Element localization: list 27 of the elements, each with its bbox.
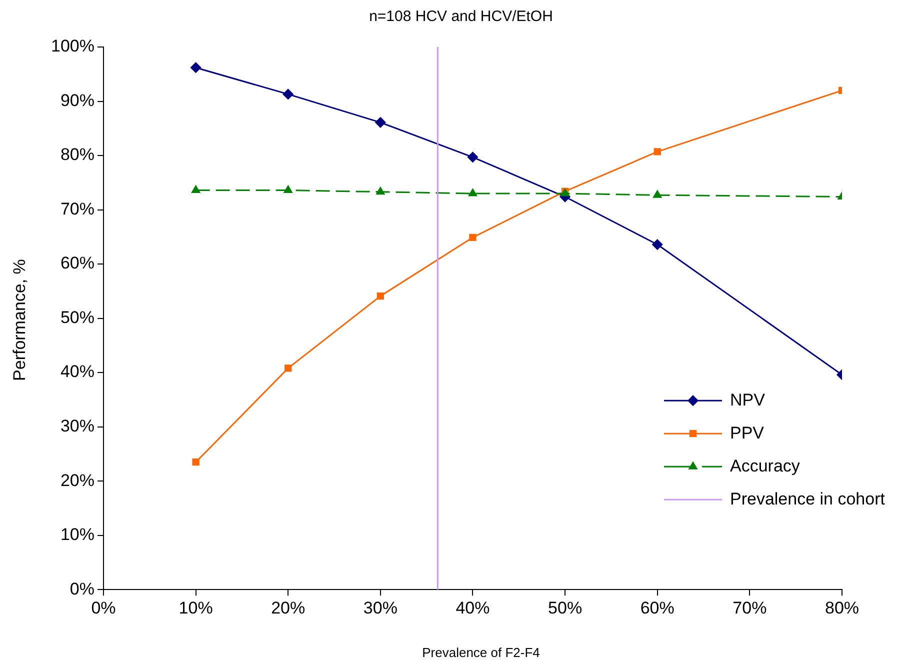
y-tick-label: 70%	[60, 199, 94, 218]
y-tick-label: 10%	[60, 525, 94, 544]
y-tick-label: 20%	[60, 470, 94, 490]
y-tick-label: 80%	[60, 145, 94, 164]
legend-label: Accuracy	[730, 456, 800, 476]
x-tick-label: 60%	[640, 598, 674, 618]
y-tick-label: 90%	[60, 90, 94, 110]
x-axis-title: Prevalence of F2-F4	[421, 645, 541, 660]
y-axis-title: Performance, %	[10, 258, 30, 383]
x-tick-label: 20%	[271, 598, 306, 618]
x-tick-label: 0%	[91, 598, 116, 618]
x-tick-label: 40%	[456, 598, 490, 618]
chart-title: n=108 HCV and HCV/EtOH	[368, 8, 554, 25]
x-tick-label: 80%	[824, 598, 860, 618]
y-tick-label: 40%	[60, 362, 94, 382]
x-tick-label: 10%	[178, 598, 213, 618]
x-tick-label: 70%	[732, 598, 767, 618]
y-tick-label: 60%	[60, 254, 94, 273]
y-tick-label: 50%	[60, 308, 94, 327]
legend-label: NPV	[730, 390, 766, 410]
y-tick-label: 100%	[50, 36, 94, 56]
y-tick-label: 0%	[70, 579, 94, 598]
legend-label: PPV	[730, 423, 765, 442]
x-tick-label: 30%	[363, 598, 398, 618]
y-tick-label: 30%	[60, 416, 94, 436]
x-tick-label: 50%	[548, 598, 582, 618]
legend-label: Prevalence in cohort	[730, 489, 886, 508]
